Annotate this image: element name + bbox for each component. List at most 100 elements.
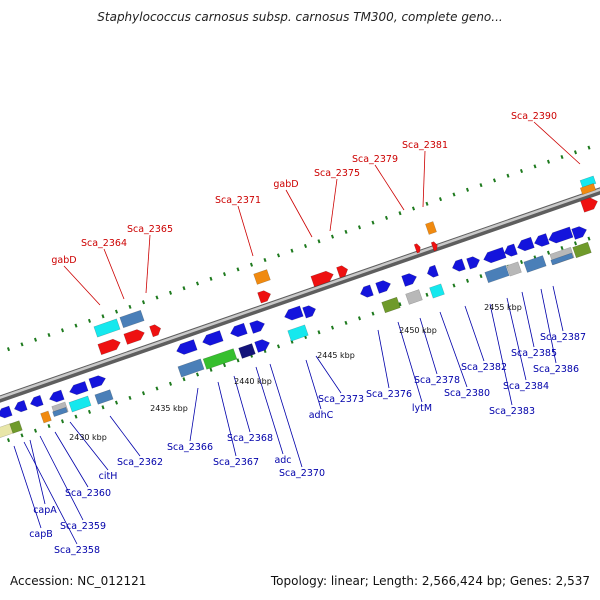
gene-arrow[interactable] [29, 394, 44, 408]
gene-arrow[interactable] [0, 405, 13, 420]
gene-label-bottom: capA [33, 505, 57, 516]
track-dot [560, 154, 564, 160]
scale-tick-label: 2430 kbp [69, 433, 107, 442]
feature-box[interactable] [94, 389, 114, 405]
gene-arrow[interactable] [201, 330, 224, 348]
track-dot [384, 215, 389, 220]
gene-arrow[interactable] [336, 264, 349, 279]
gene-label-top: Sca_2381 [402, 140, 448, 151]
gene-arrow[interactable] [249, 319, 267, 334]
track-dot [209, 276, 213, 281]
track-dot [101, 314, 105, 319]
gene-arrow[interactable] [13, 399, 28, 413]
gene-arrow[interactable] [68, 381, 89, 396]
feature-box[interactable] [405, 289, 423, 305]
track-dot [236, 358, 240, 363]
track-dot [303, 243, 308, 249]
track-dot [560, 245, 564, 251]
gene-label-bottom: Sca_2380 [444, 388, 490, 399]
feature-box[interactable] [429, 283, 445, 299]
gene-arrow[interactable] [257, 289, 273, 304]
gene-arrow[interactable] [580, 196, 599, 213]
gene-arrow[interactable] [482, 246, 507, 265]
gene-arrow[interactable] [466, 255, 482, 270]
feature-box[interactable] [579, 183, 597, 195]
gene-arrow[interactable] [149, 323, 162, 338]
gene-arrow[interactable] [48, 389, 65, 404]
gene-arrow[interactable] [229, 322, 248, 339]
scale-ticks: 2430 kbp 2435 kbp 2440 kbp 2445 kbp 2450 kbp… [69, 303, 522, 442]
feature-box[interactable] [523, 255, 547, 273]
gene-label-bottom: Sca_2359 [60, 521, 106, 532]
gene-arrow[interactable] [503, 243, 518, 258]
gene-label-bottom: Sca_2368 [227, 433, 273, 444]
track-dot [492, 178, 497, 183]
track-dot [47, 423, 51, 429]
gene-arrow[interactable] [533, 233, 550, 249]
gene-label-top: Sca_2379 [352, 154, 398, 165]
track-dot [114, 309, 119, 314]
track-dot [533, 164, 537, 169]
track-dot [6, 347, 11, 352]
track-dot [20, 433, 24, 438]
feature-box[interactable] [119, 309, 145, 329]
feature-box[interactable] [40, 410, 52, 424]
track-dot [465, 187, 470, 192]
feature-box[interactable] [550, 252, 574, 266]
track-dot [276, 253, 281, 258]
gene-arrow[interactable] [302, 304, 318, 319]
feature-box[interactable] [579, 175, 597, 189]
track-dot [195, 281, 200, 286]
gene-arrow[interactable] [283, 305, 304, 322]
feature-box[interactable] [177, 358, 205, 378]
feature-box[interactable] [506, 261, 522, 277]
gene-arrow[interactable] [413, 243, 422, 254]
gene-arrow[interactable] [254, 338, 272, 353]
gene-arrow[interactable] [425, 264, 439, 279]
gene-arrow[interactable] [310, 269, 335, 288]
feature-box[interactable] [9, 420, 23, 434]
gene-arrow[interactable] [430, 241, 439, 252]
feature-box[interactable] [202, 348, 238, 370]
accession-text: Accession: NC_012121 [10, 574, 147, 588]
gene-arrow[interactable] [571, 225, 589, 240]
sequence-backbone [0, 187, 600, 403]
feature-box[interactable] [93, 318, 121, 338]
gene-label-bottom: Sca_2362 [117, 457, 163, 468]
track-dot [479, 274, 483, 279]
track-dot [182, 286, 186, 291]
feature-box[interactable] [253, 269, 271, 285]
feature-box[interactable] [238, 343, 256, 359]
gene-label-top: Sca_2375 [314, 168, 360, 179]
gene-arrow[interactable] [547, 226, 574, 245]
track-dot [330, 325, 335, 330]
gene-arrow[interactable] [359, 284, 374, 299]
track-dot [398, 302, 402, 307]
gene-arrow[interactable] [401, 272, 419, 287]
feature-box[interactable] [52, 407, 68, 417]
gene-arrow[interactable] [451, 258, 466, 273]
track-dot [452, 283, 456, 288]
gene-label-bottom: lytM [412, 403, 432, 414]
track-dot [317, 239, 321, 244]
track-dot [60, 328, 65, 333]
gene-arrow[interactable] [97, 337, 122, 356]
feature-box[interactable] [484, 264, 510, 284]
track-dot [587, 145, 591, 150]
gene-arrow[interactable] [516, 236, 535, 253]
track-dot [465, 278, 470, 283]
feature-box[interactable] [381, 296, 401, 314]
gene-arrow[interactable] [175, 339, 198, 357]
track-dot [290, 248, 294, 253]
feature-box[interactable] [572, 241, 592, 259]
gene-label-bottom: Sca_2382 [461, 362, 507, 373]
gene-arrow[interactable] [88, 374, 107, 389]
track-dot [587, 236, 591, 241]
feature-box[interactable] [425, 221, 437, 235]
gene-arrow[interactable] [375, 279, 393, 294]
feature-box[interactable] [68, 395, 92, 413]
feature-box[interactable] [287, 324, 309, 342]
gene-label-bottom: capB [29, 529, 53, 540]
track-dot [128, 395, 132, 400]
gene-arrow[interactable] [123, 328, 146, 345]
